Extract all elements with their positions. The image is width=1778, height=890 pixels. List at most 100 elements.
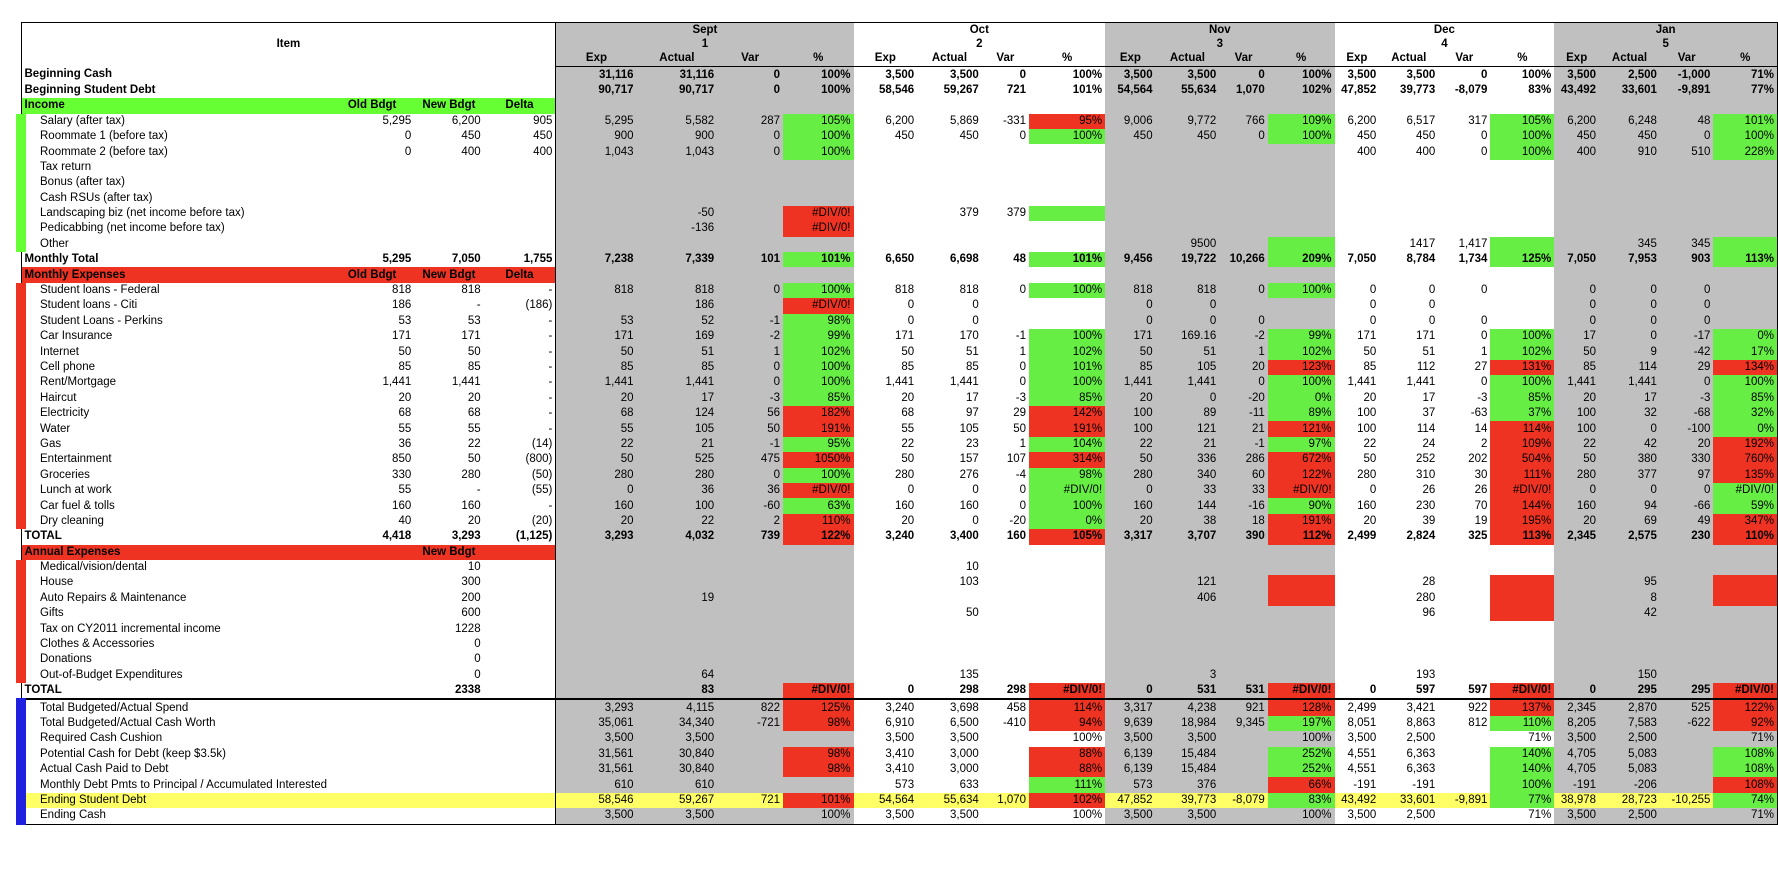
percent-cell: 144% bbox=[1490, 498, 1555, 514]
table-row: Monthly Debt Pmts to Principal / Accumul… bbox=[16, 777, 1778, 793]
value-cell: 100 bbox=[1554, 405, 1600, 422]
value-cell: 100 bbox=[1554, 421, 1600, 437]
column-header: Actual bbox=[1379, 51, 1439, 68]
value-cell: 345 bbox=[1659, 236, 1714, 253]
value-cell: 531 bbox=[1155, 683, 1220, 700]
budget-cell bbox=[330, 637, 414, 652]
value-cell bbox=[1659, 636, 1714, 653]
column-header: Var bbox=[717, 51, 784, 68]
value-cell bbox=[717, 559, 784, 576]
budget-cell bbox=[414, 747, 483, 762]
percent-cell: 110% bbox=[783, 513, 854, 530]
value-cell: 0 bbox=[1599, 421, 1660, 437]
value-cell bbox=[1334, 236, 1380, 253]
value-cell: 0 bbox=[1105, 313, 1156, 330]
percent-cell bbox=[1490, 559, 1555, 576]
percent-cell bbox=[1713, 221, 1778, 237]
percent-cell: 140% bbox=[1490, 761, 1555, 778]
percent-cell bbox=[1490, 313, 1555, 330]
percent-cell bbox=[783, 175, 854, 191]
value-cell: 20 bbox=[1105, 513, 1156, 530]
budget-cell: 3,293 bbox=[451, 530, 481, 543]
percent-cell bbox=[1267, 236, 1335, 253]
value-cell bbox=[1105, 236, 1156, 253]
value-cell bbox=[981, 731, 1030, 747]
percent-cell: 110% bbox=[1713, 529, 1778, 545]
value-cell bbox=[1379, 159, 1439, 176]
percent-cell: 105% bbox=[1490, 113, 1555, 129]
value-cell: 376 bbox=[1155, 777, 1220, 793]
value-cell bbox=[1219, 590, 1268, 607]
value-cell bbox=[717, 190, 784, 206]
percent-cell: 85% bbox=[1713, 390, 1778, 406]
percent-cell bbox=[1490, 205, 1555, 222]
value-cell: 0 bbox=[1334, 313, 1380, 330]
table-row: Other 9500 1417 1,417 345 345 bbox=[16, 236, 1778, 253]
value-cell: 85 bbox=[853, 359, 918, 376]
percent-cell: 77% bbox=[1713, 82, 1778, 99]
budget-cell: - bbox=[483, 359, 557, 376]
percent-cell: 63% bbox=[783, 498, 854, 514]
budget-cell bbox=[330, 560, 414, 575]
value-cell: 3,500 bbox=[555, 808, 637, 825]
value-cell bbox=[1599, 159, 1660, 176]
percent-cell: 100% bbox=[783, 82, 854, 99]
budget-cell: (800) bbox=[483, 452, 557, 468]
budget-cell bbox=[330, 808, 414, 824]
value-cell bbox=[1659, 544, 1714, 560]
value-cell: 28 bbox=[1379, 575, 1439, 591]
percent-cell: 100% bbox=[783, 375, 854, 391]
value-cell: 3,500 bbox=[1105, 731, 1156, 747]
value-cell: 0 bbox=[1219, 282, 1268, 299]
budget-cell: 5,295 bbox=[382, 114, 412, 127]
budget-cell bbox=[483, 236, 557, 253]
value-cell: 124 bbox=[636, 405, 718, 422]
percent-cell bbox=[1029, 636, 1106, 653]
table-row: Student loans - Federal 818 818-818 818 0 100… bbox=[16, 282, 1778, 299]
value-cell: 160 bbox=[1105, 498, 1156, 514]
value-cell: 0 bbox=[853, 313, 918, 330]
value-cell: 610 bbox=[636, 777, 718, 793]
budget-cell: 850 bbox=[392, 453, 412, 466]
value-cell: 83 bbox=[636, 683, 718, 700]
budget-cell bbox=[414, 716, 483, 731]
row-label: Cell phone bbox=[16, 359, 330, 376]
value-cell: 330 bbox=[1659, 452, 1714, 468]
budget-cell: - bbox=[483, 498, 557, 514]
value-cell bbox=[1219, 777, 1268, 793]
value-cell: 450 bbox=[1599, 128, 1660, 145]
value-cell: 340 bbox=[1155, 467, 1220, 483]
value-cell: 280 bbox=[1105, 467, 1156, 483]
value-cell bbox=[555, 606, 637, 622]
percent-cell: 101% bbox=[1713, 113, 1778, 129]
value-cell: 85 bbox=[636, 359, 718, 376]
budget-cell bbox=[483, 205, 557, 222]
budget-cell bbox=[483, 746, 557, 762]
percent-cell bbox=[1490, 190, 1555, 206]
value-cell bbox=[1219, 175, 1268, 191]
value-cell bbox=[1334, 267, 1380, 283]
percent-cell bbox=[1267, 313, 1335, 330]
value-cell bbox=[1219, 205, 1268, 222]
value-cell: 1,070 bbox=[1219, 82, 1268, 99]
percent-cell: 110% bbox=[1490, 715, 1555, 732]
value-cell: 18,984 bbox=[1155, 715, 1220, 732]
percent-cell: 102% bbox=[1267, 82, 1335, 99]
percent-cell: 98% bbox=[783, 761, 854, 778]
table-row: Gifts 600 50 96 42 bbox=[16, 606, 1778, 622]
budget-cell bbox=[330, 160, 414, 175]
value-cell bbox=[1379, 636, 1439, 653]
value-cell bbox=[1334, 575, 1380, 591]
value-cell bbox=[636, 559, 718, 576]
value-cell: 1,441 bbox=[917, 375, 982, 391]
value-cell: 230 bbox=[1659, 529, 1714, 545]
value-cell bbox=[1155, 267, 1220, 283]
percent-cell: 101% bbox=[783, 792, 854, 809]
value-cell bbox=[853, 205, 918, 222]
budget-cell: 53 bbox=[467, 314, 481, 327]
budget-cell: 600 bbox=[461, 607, 481, 620]
value-cell: 85 bbox=[1334, 359, 1380, 376]
value-cell: 9 bbox=[1599, 344, 1660, 360]
value-cell: 4,032 bbox=[636, 529, 718, 545]
value-cell bbox=[1379, 559, 1439, 576]
